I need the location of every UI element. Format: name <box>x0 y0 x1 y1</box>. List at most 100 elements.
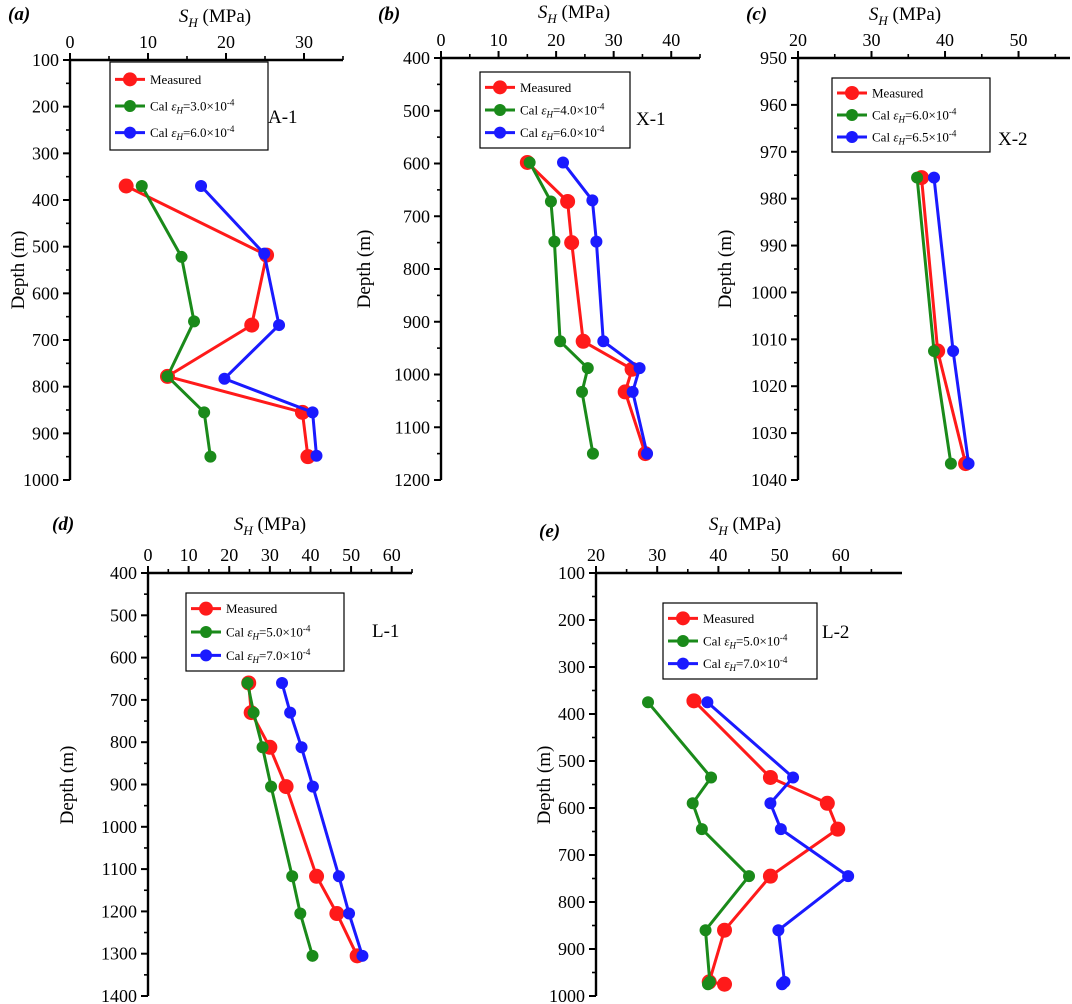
data-point-cal-high <box>597 335 610 348</box>
legend-marker-measured <box>123 72 137 87</box>
legend-marker-cal-high <box>677 657 689 670</box>
series-cal-high <box>701 696 855 991</box>
data-point-cal-high <box>842 870 855 883</box>
data-point-cal-high <box>641 447 654 460</box>
legend-label-measured: Measured <box>520 80 572 95</box>
data-point-cal-high <box>772 924 785 937</box>
data-point-cal-low <box>188 315 201 328</box>
data-point-cal-low <box>743 870 755 883</box>
y-tick-label: 1040 <box>751 470 787 490</box>
y-tick-label: 1020 <box>751 376 787 396</box>
data-point-measured <box>717 976 733 992</box>
y-tick-label: 700 <box>558 845 585 865</box>
y-tick-label: 300 <box>32 143 59 163</box>
y-tick-label: 1000 <box>751 282 787 302</box>
data-point-measured <box>278 779 294 795</box>
y-tick-label: 970 <box>760 142 787 162</box>
series-cal-low <box>523 156 599 460</box>
well-label: X-2 <box>998 129 1028 150</box>
legend: Measured Cal εH=3.0×10-4 Cal εH=6.0×10-4 <box>109 61 269 151</box>
y-tick-label: 700 <box>32 330 59 350</box>
y-tick-label: 1030 <box>751 423 787 443</box>
data-point-cal-high <box>787 771 800 784</box>
data-point-cal-low <box>705 771 718 784</box>
series-measured <box>118 178 316 465</box>
data-point-cal-low <box>286 870 299 883</box>
legend-label-measured: Measured <box>872 86 924 101</box>
series-cal-high <box>928 171 975 470</box>
data-point-measured <box>575 333 591 349</box>
y-tick-label: 600 <box>558 798 585 818</box>
y-tick-label: 300 <box>558 657 585 677</box>
data-point-cal-low <box>135 180 148 192</box>
legend-label-cal-high: Cal εH=6.0×10-4 <box>150 124 235 142</box>
series-line-cal-high <box>199 184 318 456</box>
y-tick-label: 100 <box>558 563 585 583</box>
legend-marker-measured <box>493 80 507 95</box>
legend-label-cal-high: Cal εH=7.0×10-4 <box>226 647 311 665</box>
data-point-cal-high <box>764 797 777 810</box>
legend-marker-cal-high <box>124 126 136 139</box>
data-point-cal-low <box>523 156 536 169</box>
x-tick-label: 30 <box>863 30 881 50</box>
y-tick-label: 1000 <box>23 470 59 490</box>
data-point-cal-high <box>306 406 319 419</box>
y-tick-label: 900 <box>110 775 137 795</box>
well-label: L-1 <box>372 621 399 642</box>
data-point-cal-low <box>586 447 599 460</box>
data-point-cal-high <box>284 706 297 719</box>
legend-label-cal-low: Cal εH=6.0×10-4 <box>872 107 957 125</box>
y-tick-label: 500 <box>403 101 430 121</box>
data-point-measured <box>309 868 325 884</box>
data-point-measured <box>329 906 345 922</box>
y-tick-label: 980 <box>760 189 787 209</box>
legend-label-measured: Measured <box>150 72 202 87</box>
y-tick-label: 900 <box>403 312 430 332</box>
x-tick-label: 40 <box>709 545 727 565</box>
data-point-cal-low <box>204 450 217 463</box>
y-tick-label: 1000 <box>394 365 430 385</box>
x-axis-title: SH (MPa) <box>869 4 941 28</box>
y-tick-label: 400 <box>403 48 430 68</box>
data-point-cal-low <box>241 676 254 689</box>
data-point-measured <box>118 178 134 194</box>
y-tick-label: 1200 <box>394 470 430 490</box>
y-tick-label: 960 <box>760 95 787 115</box>
legend-marker-cal-low <box>124 100 136 112</box>
data-point-cal-high <box>276 676 289 689</box>
well-label: L-2 <box>822 622 849 643</box>
data-point-measured <box>762 868 778 884</box>
series-line-cal-high <box>932 177 971 464</box>
data-point-measured <box>762 769 778 785</box>
x-tick-label: 0 <box>144 545 153 565</box>
y-tick-label: 800 <box>403 259 430 279</box>
panel-letter: (c) <box>746 4 767 25</box>
y-axis-title: Depth (m) <box>354 230 375 309</box>
data-point-measured <box>686 693 702 709</box>
data-point-cal-high <box>218 372 231 385</box>
data-point-cal-low <box>294 907 307 920</box>
y-tick-label: 600 <box>32 283 59 303</box>
y-axis-title: Depth (m) <box>8 231 29 310</box>
y-axis-title: Depth (m) <box>715 230 736 309</box>
data-point-cal-low <box>161 370 174 383</box>
data-point-measured <box>819 795 835 811</box>
y-tick-label: 500 <box>558 751 585 771</box>
y-tick-label: 100 <box>32 50 59 70</box>
series-cal-high <box>195 180 323 462</box>
legend-marker-cal-low <box>846 109 858 121</box>
data-point-cal-low <box>306 949 319 962</box>
data-point-cal-low <box>928 345 940 358</box>
x-axis-title: SH (MPa) <box>234 514 306 538</box>
legend-marker-cal-low <box>494 104 506 116</box>
panel-c: 20 30 40 50 950 960 970 980 990 1000 1010 1020 1030 1… <box>715 4 1070 490</box>
data-point-measured <box>717 922 733 938</box>
x-tick-label: 50 <box>771 545 789 565</box>
series-line-cal-low <box>140 185 212 457</box>
data-point-cal-high <box>356 949 369 962</box>
y-tick-label: 500 <box>110 605 137 625</box>
data-point-measured <box>244 317 260 333</box>
data-point-cal-low <box>544 195 557 208</box>
x-tick-label: 20 <box>220 545 238 565</box>
legend-marker-cal-low <box>677 635 689 647</box>
